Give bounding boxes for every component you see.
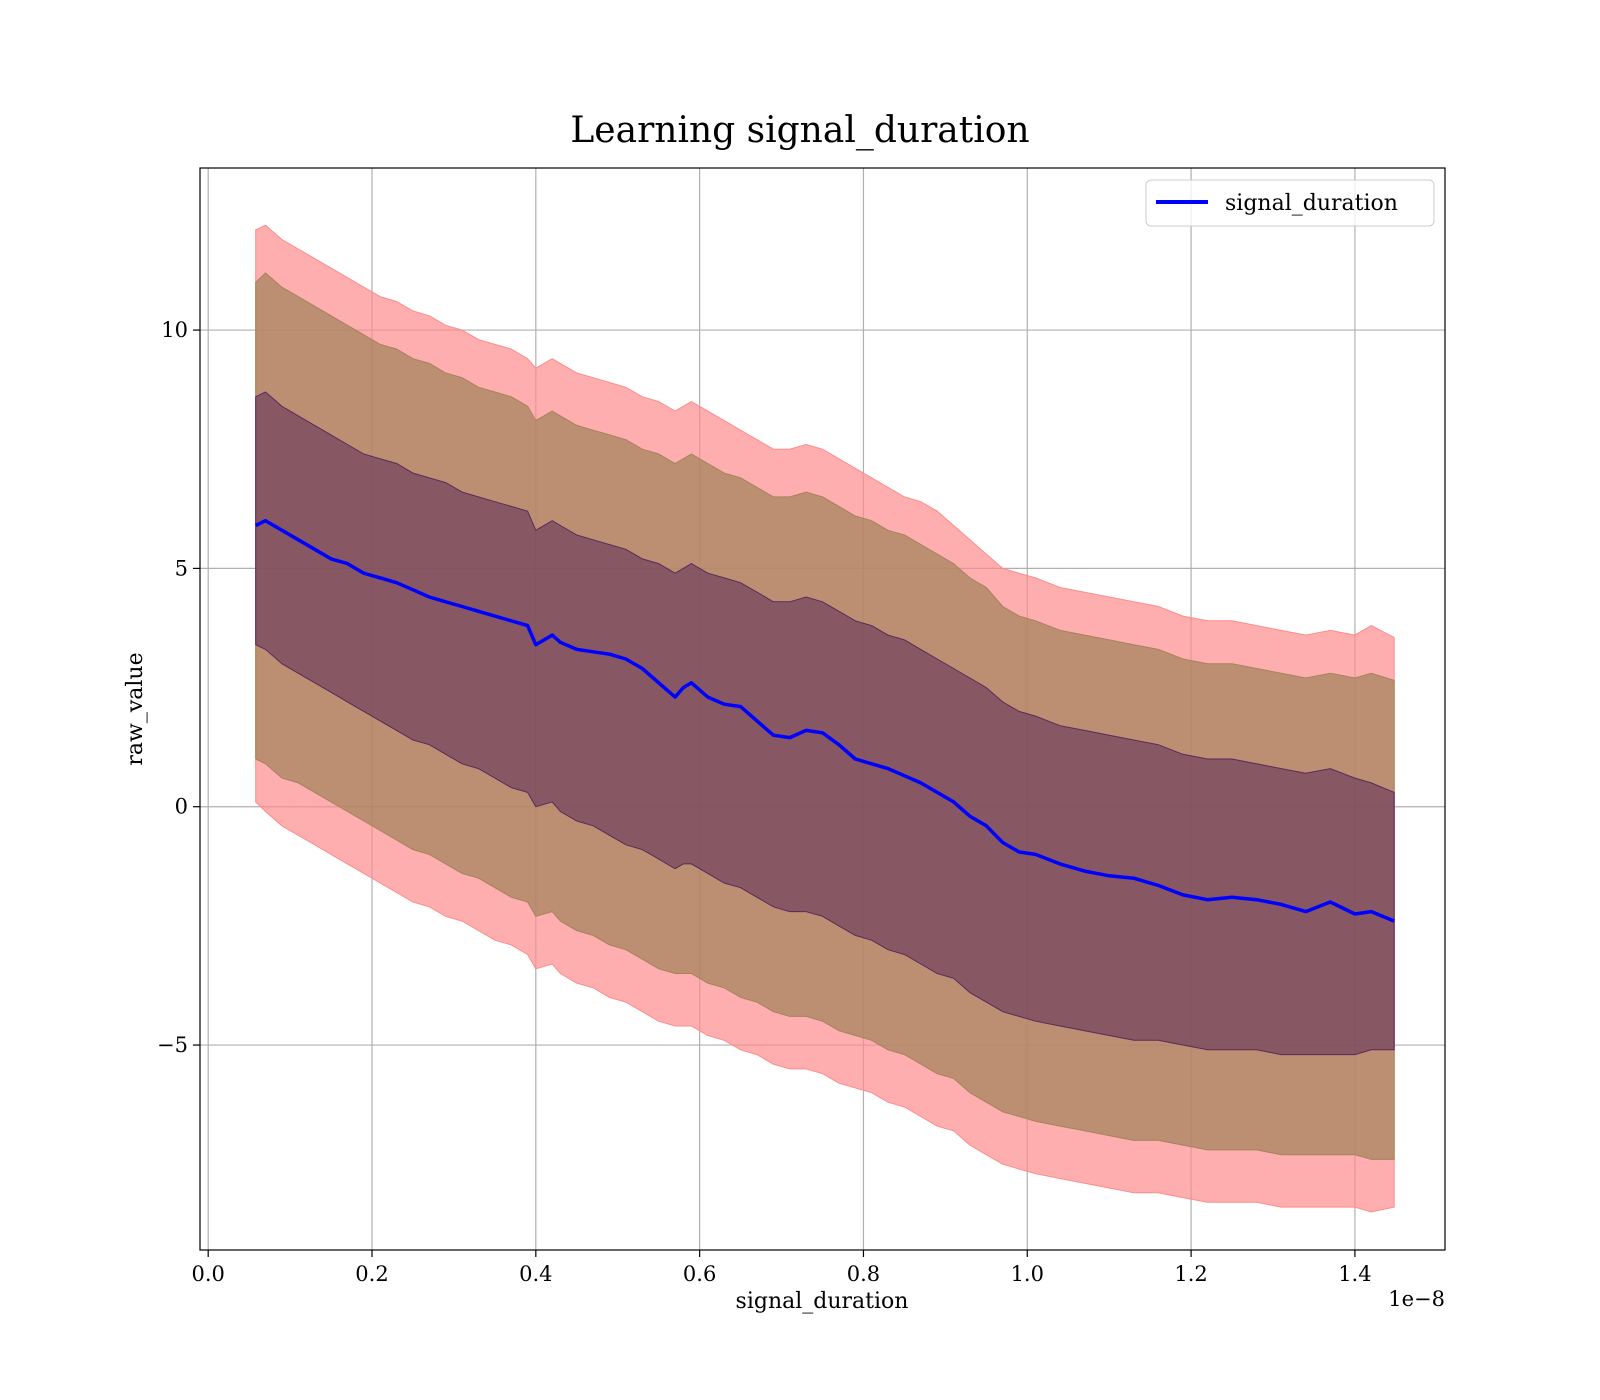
chart-title: Learning signal_duration [570,110,1029,151]
x-tick-label: 0.2 [355,1262,388,1286]
x-tick-label: 0.6 [683,1262,716,1286]
legend-entry: signal_duration [1225,191,1398,216]
y-tick-label: −5 [157,1033,188,1057]
x-tick-label: 1.0 [1011,1262,1044,1286]
series-lines [254,518,1395,923]
x-tick-label: 1.2 [1174,1262,1207,1286]
y-tick-label: 5 [175,556,188,580]
band-inner [255,391,1395,1056]
series-line-signal-duration [254,518,1395,923]
x-axis-label: signal_duration [736,1289,909,1314]
x-offset-label: 1e−8 [1388,1287,1445,1311]
y-axis-label: raw_value [123,652,148,765]
bands [255,224,1395,1213]
x-tick-label: 0.4 [519,1262,552,1286]
ticks: 0.0 0.2 0.4 0.6 0.8 1.0 1.2 1.4 −5 0 5 10 [157,318,1372,1286]
legend-box [1145,179,1435,227]
x-tick-label: 0.8 [847,1262,880,1286]
y-tick-label: 0 [175,795,188,819]
y-tick-label: 10 [161,318,188,342]
plot-frame [199,167,1446,1251]
x-tick-label: 0.0 [191,1262,224,1286]
legend: signal_duration [1145,179,1435,227]
x-tick-label: 1.4 [1338,1262,1371,1286]
